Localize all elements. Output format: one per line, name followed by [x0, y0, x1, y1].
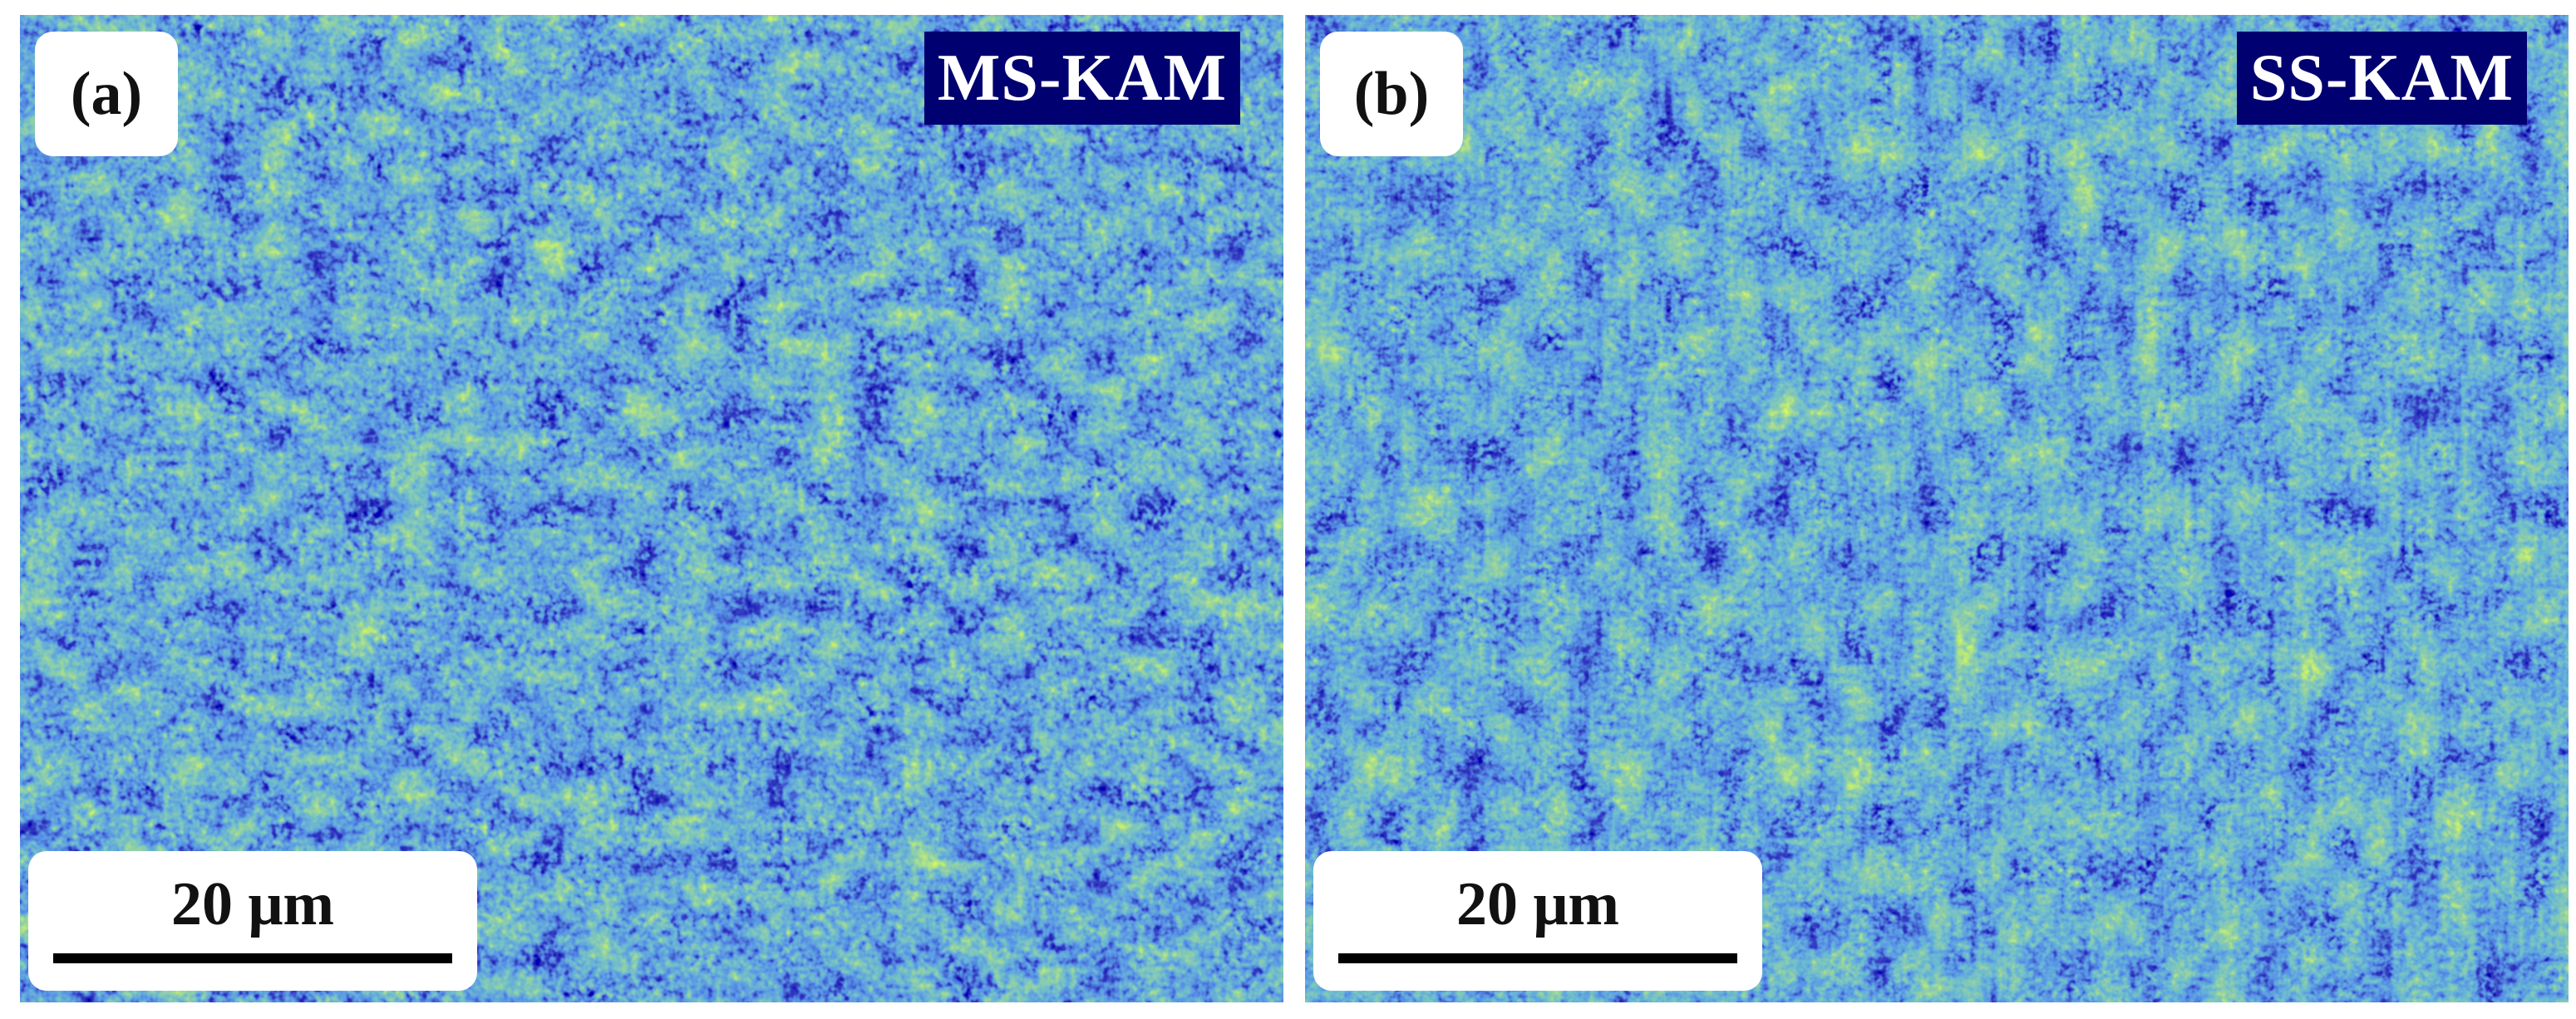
kam-map-panel-a: (a) MS-KAM 20 μm [20, 15, 1283, 1002]
scale-bar-line-b [1338, 953, 1737, 963]
scale-bar-label-a: 20 μm [170, 870, 335, 938]
panel-tag-ms-kam: MS-KAM [924, 32, 1240, 125]
kam-map-panel-b: (b) SS-KAM 20 μm [1305, 15, 2569, 1002]
scale-bar-line-a [53, 953, 452, 963]
scale-bar-a: 20 μm [28, 851, 477, 991]
scale-bar-label-b: 20 μm [1455, 870, 1620, 938]
panel-tag-ss-kam: SS-KAM [2236, 32, 2527, 125]
panel-label-b: (b) [1320, 32, 1463, 156]
kam-map-image-a [20, 15, 1283, 1002]
panel-label-a: (a) [35, 32, 178, 156]
scale-bar-b: 20 μm [1313, 851, 1762, 991]
kam-map-image-b [1305, 15, 2569, 1002]
